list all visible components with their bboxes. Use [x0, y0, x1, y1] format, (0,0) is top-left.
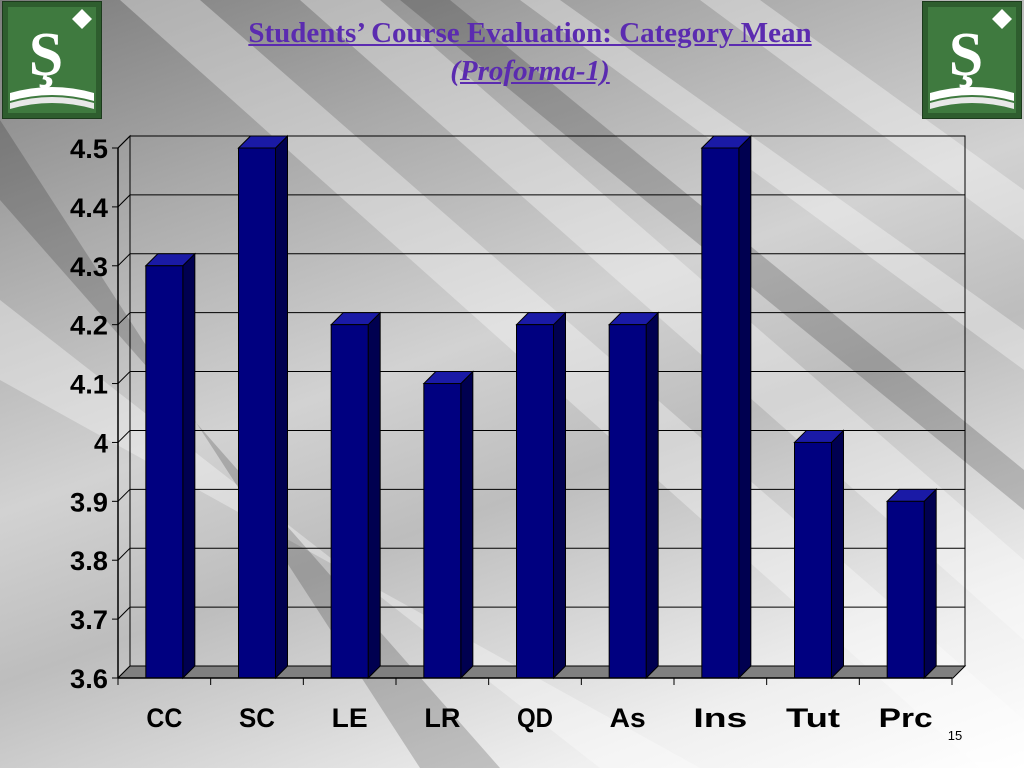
- logo-left: Ş: [2, 1, 102, 119]
- bar-side: [831, 429, 844, 680]
- page-number: 15: [947, 728, 963, 743]
- x-tick-label: Tut: [786, 703, 840, 733]
- x-tick-label: CC: [146, 703, 182, 733]
- x-tick-label: SC: [239, 703, 275, 733]
- x-tick-label: LR: [424, 703, 460, 733]
- x-tick-label: LE: [332, 703, 368, 733]
- gridline-side: [117, 194, 131, 208]
- slide-title: Students’ Course Evaluation: Category Me…: [130, 14, 930, 90]
- bar-qd: [515, 311, 567, 680]
- x-tick-label: Prc: [879, 703, 933, 733]
- y-tick-label: 3.8: [70, 546, 108, 576]
- y-tick-label: 3.6: [70, 664, 108, 694]
- bar-front: [330, 324, 369, 679]
- bar-side: [367, 311, 381, 680]
- bar-side: [738, 134, 752, 680]
- bar-side: [923, 488, 937, 680]
- bar-side: [553, 311, 566, 680]
- title-subtitle: (Proforma-1): [450, 55, 610, 87]
- title-main: Students’ Course Evaluation: Category Me…: [248, 17, 812, 49]
- bar-side: [275, 134, 288, 680]
- bar-le: [329, 311, 382, 680]
- bar-tut: [793, 429, 845, 680]
- bar-ins: [700, 134, 753, 680]
- gridline-side: [117, 430, 131, 443]
- bar-cc: [144, 252, 197, 680]
- y-tick-label: 3.7: [70, 605, 108, 635]
- gridline-side: [117, 312, 131, 326]
- bar-front: [238, 147, 276, 679]
- bar-prc: [885, 488, 938, 680]
- y-tick-label: 4.2: [70, 311, 108, 341]
- y-tick-label: 4.1: [70, 370, 108, 400]
- gridline-side: [117, 135, 131, 149]
- bar-front: [423, 383, 462, 679]
- logo-glyph: Ş: [949, 21, 983, 89]
- y-tick-label: 4.5: [70, 134, 108, 164]
- plot-side-wall: [117, 134, 131, 680]
- bar-front: [608, 324, 647, 679]
- bar-front: [145, 265, 184, 679]
- bar-sc: [237, 134, 289, 680]
- y-tick-label: 4.4: [70, 193, 108, 223]
- bar-front: [516, 324, 554, 679]
- gridline-side: [117, 371, 131, 384]
- y-tick-label: 4.3: [70, 252, 108, 282]
- x-tick-label: Ins: [693, 703, 747, 733]
- axis-layer: 3.6 3.7 3.8 3.9 4 4.1 4.2 4.3 4.4 4.5 CC SC LE LR QD As…: [70, 134, 953, 733]
- bar-front: [886, 500, 925, 679]
- logo-right: Ş: [922, 1, 1022, 119]
- gridline-side: [117, 547, 131, 561]
- bar-side: [460, 370, 474, 680]
- logo-glyph: Ş: [29, 21, 63, 89]
- x-tick-label: As: [610, 703, 646, 733]
- bars-layer: [144, 134, 938, 680]
- bar-as: [607, 311, 660, 680]
- bar-side: [645, 311, 659, 680]
- y-tick-label: 4: [94, 428, 108, 458]
- bar-front: [701, 147, 740, 679]
- bar-side: [182, 252, 196, 680]
- y-tick-label: 3.9: [70, 487, 108, 517]
- bar-front: [794, 441, 832, 679]
- gridline-side: [117, 488, 131, 502]
- gridline-side: [117, 606, 131, 620]
- bar-lr: [422, 370, 475, 680]
- gridline-side: [117, 253, 131, 267]
- x-tick-label: QD: [517, 703, 553, 733]
